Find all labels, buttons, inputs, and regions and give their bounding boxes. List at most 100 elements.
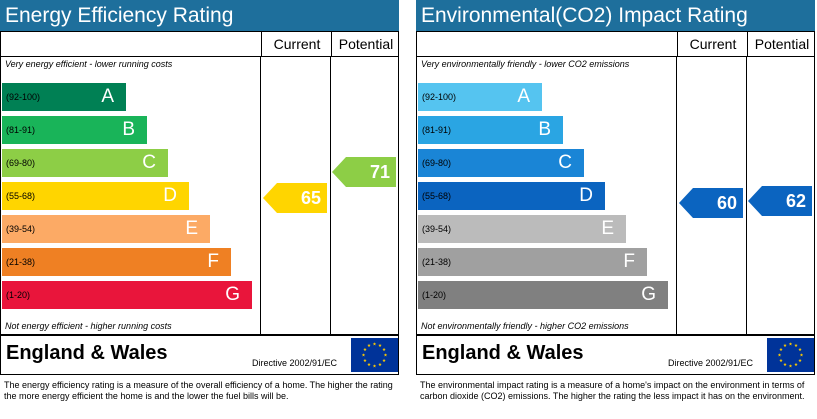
rating-band-f: (21-38) F	[418, 248, 647, 276]
band-letter-label: B	[538, 119, 551, 140]
column-divider	[330, 57, 331, 334]
eu-star-icon	[383, 353, 388, 357]
arrow-shape	[332, 156, 396, 187]
eu-star-icon	[794, 362, 798, 366]
eu-star-icon	[798, 347, 802, 351]
eu-star-icon	[367, 362, 371, 366]
arrow-fill	[263, 182, 327, 213]
column-header-row: Current Potential	[0, 31, 399, 57]
band-letter-label: E	[601, 218, 614, 239]
current-rating-value: 60	[716, 192, 737, 213]
current-column-header: Current	[261, 32, 332, 56]
chart-title: Environmental(CO2) Impact Rating	[421, 4, 748, 27]
rating-band-a: (92-100) A	[2, 83, 126, 111]
arrow-fill	[748, 185, 812, 216]
bottom-caption: Not energy efficient - higher running co…	[5, 321, 172, 331]
band-letter-label: G	[641, 284, 656, 305]
band-letter-label: A	[517, 86, 530, 107]
eu-star-icon	[367, 343, 371, 347]
eu-star-icon	[777, 353, 782, 357]
eu-flag-icon	[351, 338, 398, 372]
band-range-label: (39-54)	[422, 224, 452, 234]
eu-flag-icon	[767, 338, 814, 372]
arrow-fill	[332, 156, 396, 187]
rating-body: Very energy efficient - lower running co…	[0, 56, 399, 335]
rating-band-g: (1-20) G	[2, 281, 252, 309]
eu-star-icon	[783, 343, 787, 347]
eu-star-icon	[372, 342, 377, 346]
band-letter-label: E	[185, 218, 198, 239]
eu-star-icon	[779, 358, 783, 362]
band-range-label: (92-100)	[422, 92, 457, 102]
eu-star-icon	[794, 343, 798, 347]
band-range-label: (1-20)	[6, 290, 31, 300]
current-rating-arrow: 60	[679, 187, 743, 218]
rating-band-b: (81-91) B	[418, 116, 563, 144]
band-letter-label: C	[142, 152, 156, 173]
arrow-shape	[263, 182, 327, 213]
eu-star-icon	[363, 358, 367, 362]
environmental-impact-panel: Environmental(CO2) Impact Rating Current…	[416, 0, 817, 419]
rating-description: The energy efficiency rating is a measur…	[4, 380, 393, 401]
rating-band-f: (21-38) F	[2, 248, 231, 276]
rating-description: The environmental impact rating is a mea…	[420, 380, 805, 401]
band-range-label: (55-68)	[6, 191, 36, 201]
rating-band-c: (69-80) C	[2, 149, 168, 177]
title-bar: Energy Efficiency Rating	[0, 0, 399, 31]
potential-rating-arrow: 62	[748, 185, 812, 216]
band-letter-label: C	[558, 152, 572, 173]
band-range-label: (21-38)	[422, 257, 452, 267]
footer-row: England & Wales Directive 2002/91/EC	[416, 335, 815, 375]
eu-star-icon	[779, 347, 783, 351]
eu-star-icon	[788, 342, 793, 346]
eu-star-icon	[378, 343, 382, 347]
chart-title: Energy Efficiency Rating	[5, 4, 234, 27]
eu-star-icon	[788, 364, 793, 368]
eu-star-icon	[382, 358, 386, 362]
band-letter-label: F	[207, 251, 219, 272]
eu-star-icon	[378, 362, 382, 366]
bottom-caption: Not environmentally friendly - higher CO…	[421, 321, 629, 331]
band-letter-label: D	[579, 185, 593, 206]
eu-star-icon	[382, 347, 386, 351]
band-range-label: (1-20)	[422, 290, 447, 300]
eu-star-icon	[372, 364, 377, 368]
rating-body: Very environmentally friendly - lower CO…	[416, 56, 815, 335]
arrow-fill	[679, 187, 743, 218]
column-divider	[746, 57, 747, 334]
band-letter-label: D	[163, 185, 177, 206]
eu-star-icon	[799, 353, 804, 357]
potential-column-header: Potential	[331, 32, 400, 56]
band-range-label: (69-80)	[6, 158, 36, 168]
current-rating-value: 65	[300, 187, 321, 208]
band-letter-label: B	[122, 119, 135, 140]
eu-star-icon	[361, 353, 366, 357]
potential-rating-value: 71	[369, 161, 390, 182]
top-caption: Very environmentally friendly - lower CO…	[421, 59, 630, 69]
rating-band-b: (81-91) B	[2, 116, 147, 144]
current-column-header: Current	[677, 32, 748, 56]
band-range-label: (39-54)	[6, 224, 36, 234]
top-caption: Very energy efficient - lower running co…	[5, 59, 173, 69]
rating-band-g: (1-20) G	[418, 281, 668, 309]
arrow-shape	[748, 185, 812, 216]
footer-row: England & Wales Directive 2002/91/EC	[0, 335, 399, 375]
band-range-label: (92-100)	[6, 92, 41, 102]
rating-band-a: (92-100) A	[418, 83, 542, 111]
arrow-shape	[679, 187, 743, 218]
country-label: England & Wales	[422, 342, 584, 364]
eu-star-icon	[798, 358, 802, 362]
rating-band-e: (39-54) E	[2, 215, 210, 243]
potential-rating-arrow: 71	[332, 156, 396, 187]
energy-efficiency-panel: Energy Efficiency Rating Current Potenti…	[0, 0, 401, 419]
band-letter-label: F	[623, 251, 635, 272]
band-range-label: (81-91)	[422, 125, 452, 135]
title-bar: Environmental(CO2) Impact Rating	[416, 0, 815, 31]
band-letter-label: A	[101, 86, 114, 107]
eu-star-icon	[783, 362, 787, 366]
rating-band-e: (39-54) E	[418, 215, 626, 243]
band-range-label: (21-38)	[6, 257, 36, 267]
column-divider	[260, 57, 261, 334]
potential-rating-value: 62	[785, 190, 806, 211]
rating-band-d: (55-68) D	[418, 182, 605, 210]
